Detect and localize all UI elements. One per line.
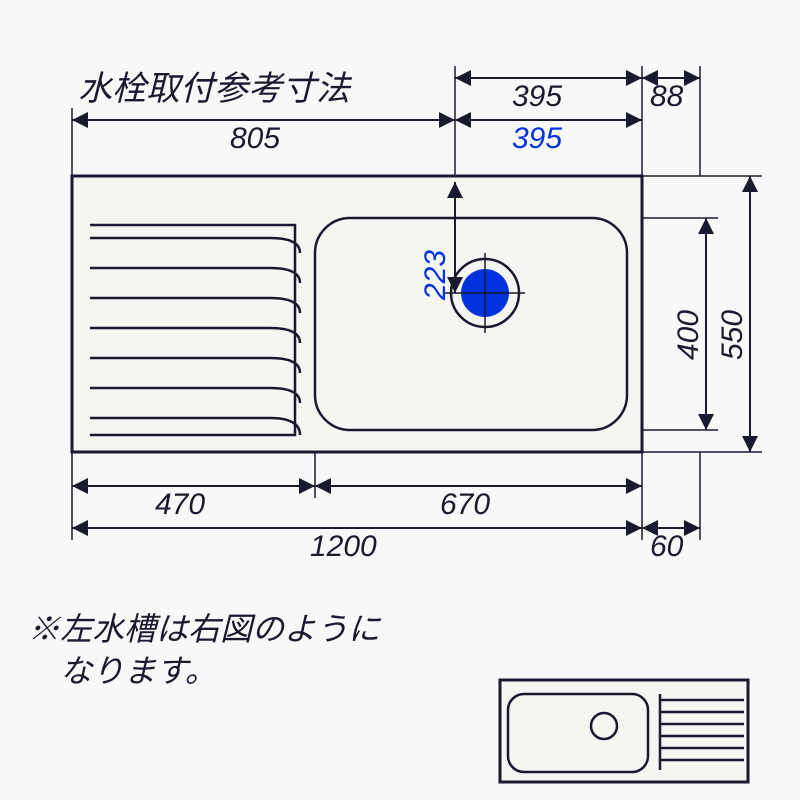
dim-88: 88 [650, 80, 684, 113]
diagram-root: 水栓取付参考寸法 805 395 395 88 223 [0, 0, 800, 800]
dim-395-blue: 395 [512, 122, 562, 155]
dim-223: 223 [419, 250, 452, 301]
dim-805: 805 [230, 122, 280, 155]
dim-395-black: 395 [512, 80, 562, 113]
dim-470: 470 [155, 488, 205, 521]
dim-670: 670 [440, 488, 490, 521]
dim-1200: 1200 [310, 530, 377, 563]
note-line-1: ※左水槽は右図のように [28, 611, 382, 647]
mini-sink [500, 680, 748, 782]
dim-60: 60 [650, 530, 684, 563]
dim-400: 400 [672, 310, 705, 360]
title-text: 水栓取付参考寸法 [78, 70, 353, 108]
dim-550: 550 [716, 310, 749, 360]
note-line-2: なります。 [28, 653, 217, 689]
